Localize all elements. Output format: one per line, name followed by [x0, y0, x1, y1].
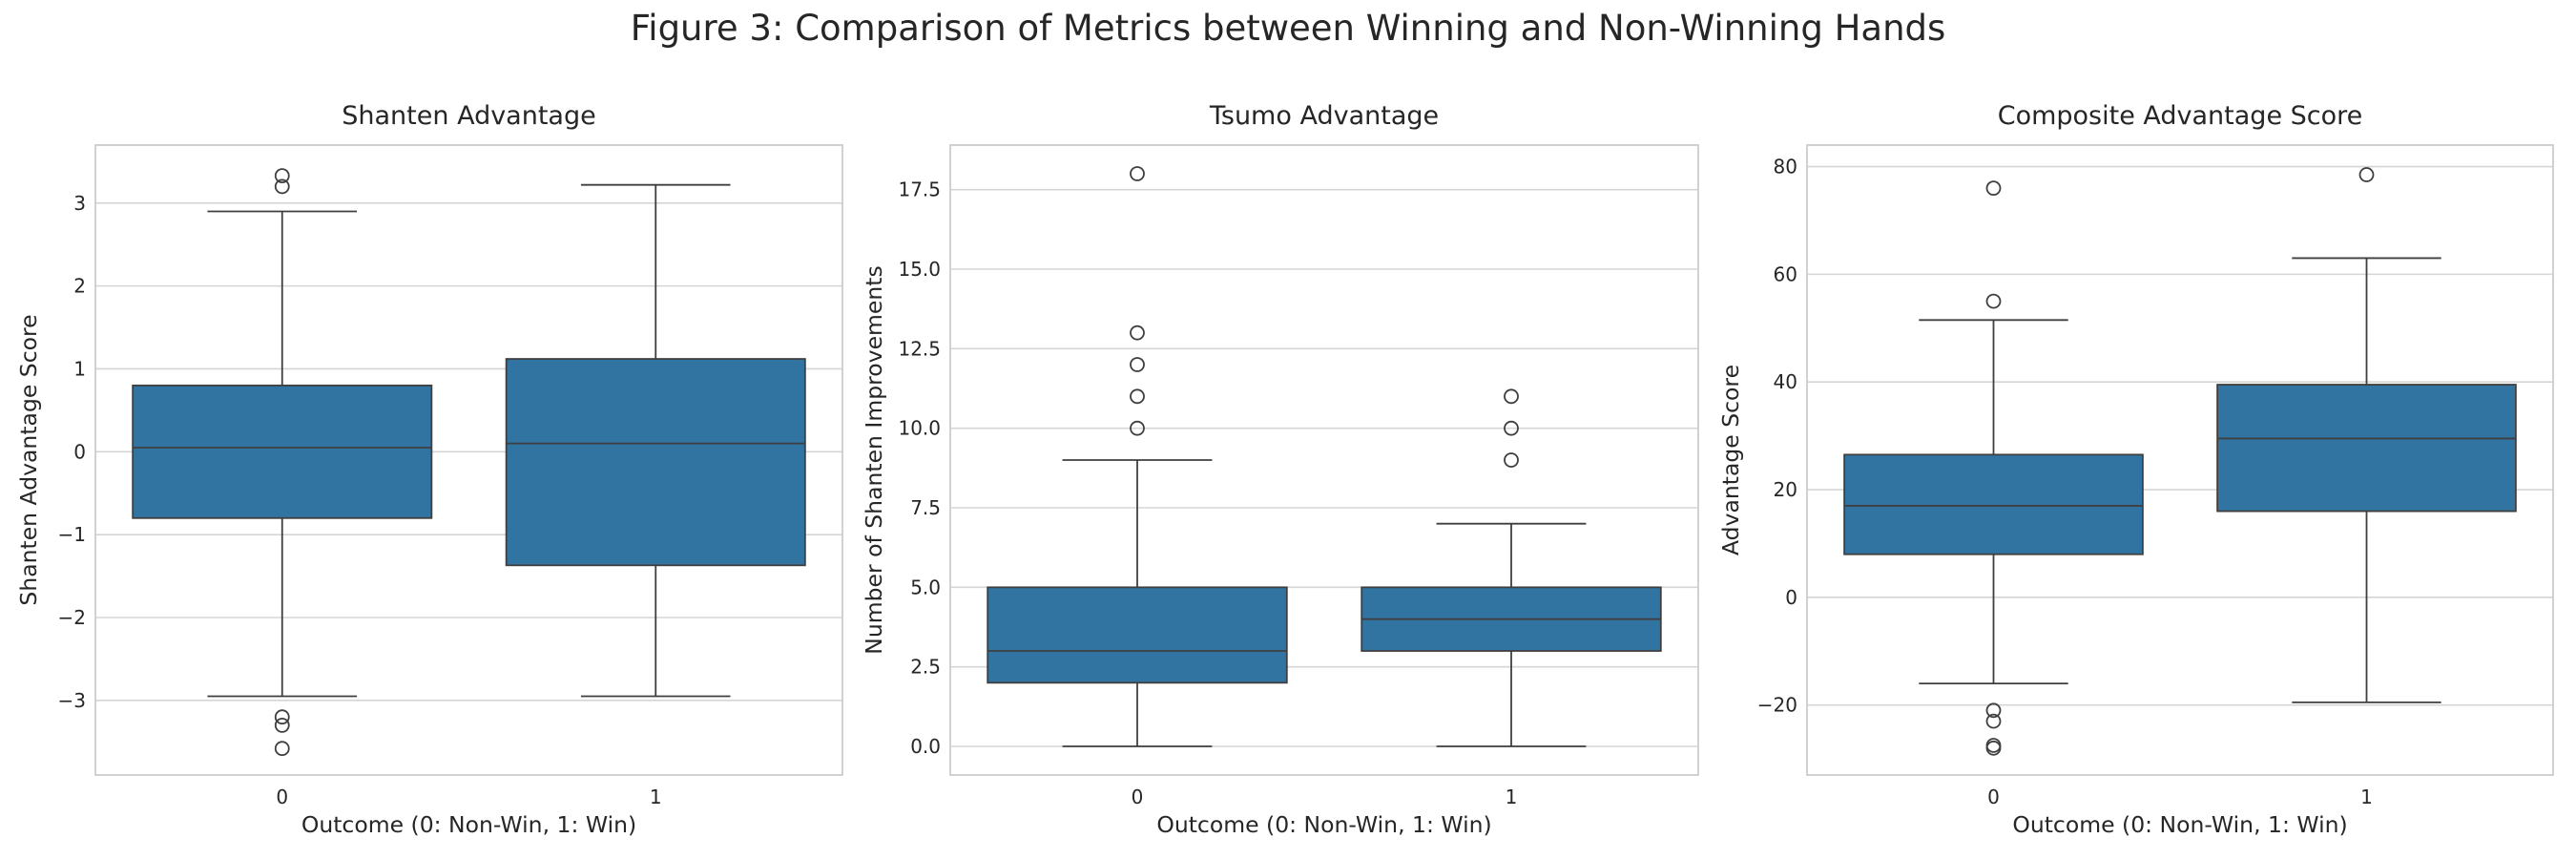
outlier-point	[274, 709, 290, 725]
outlier-point	[1985, 293, 2002, 309]
y-axis-label: Number of Shanten Improvements	[861, 265, 887, 654]
plot-frame	[1806, 144, 2554, 776]
outlier-point	[1130, 388, 1145, 405]
outlier-point	[2358, 167, 2375, 182]
y-tick-label: 2.5	[910, 656, 941, 679]
x-axis-label: Outcome (0: Non-Win, 1: Win)	[1156, 811, 1491, 838]
outlier-point	[1985, 740, 2002, 756]
y-tick-label: 1	[73, 357, 86, 380]
y-tick-label: 12.5	[898, 337, 941, 360]
y-tick-label: 0	[73, 440, 86, 463]
outlier-point	[1985, 713, 2002, 729]
box-0	[987, 166, 1288, 747]
y-tick-label: −20	[1757, 694, 1797, 717]
chart-panel-1: −3 −2 −1 0 1 2 3 0 1 Shanten Advantage Outcome (0:…	[15, 101, 843, 838]
x-tick-label: 0	[1987, 786, 2000, 808]
outlier-point	[274, 168, 290, 184]
outlier-point	[274, 741, 290, 757]
outlier-point	[274, 717, 290, 733]
y-tick-label: −3	[58, 689, 86, 712]
box-1	[505, 183, 806, 698]
y-tick-label: 0.0	[910, 735, 941, 758]
y-tick-label: 80	[1774, 156, 1797, 178]
outlier-point	[1985, 702, 2002, 719]
outlier-point	[1504, 388, 1519, 405]
y-tick-label: 40	[1774, 370, 1797, 393]
box-iqr	[505, 358, 806, 567]
y-tick-label: 0	[1785, 586, 1797, 609]
chart-panel-3: −20 0 20 40 60 80 0 1 Composite Advantage Score O…	[1717, 101, 2554, 838]
outlier-point	[274, 178, 290, 195]
box-iqr	[987, 586, 1288, 684]
y-tick-label: 60	[1774, 262, 1797, 285]
figure-title: Figure 3: Comparison of Metrics between …	[630, 8, 1946, 49]
y-tick-label: 17.5	[898, 178, 941, 201]
y-tick-label: 5.0	[910, 576, 941, 598]
x-tick-label: 0	[1132, 786, 1144, 808]
outlier-point	[1130, 166, 1145, 181]
outlier-point	[1130, 325, 1145, 341]
y-tick-label: 20	[1774, 478, 1797, 501]
y-axis-label: Shanten Advantage Score	[15, 314, 42, 605]
box-0	[1843, 180, 2144, 756]
y-tick-label: 10.0	[898, 417, 941, 440]
chart-title: Shanten Advantage	[342, 101, 595, 131]
x-tick-label: 1	[2360, 786, 2373, 808]
y-tick-label: 7.5	[910, 496, 941, 519]
box-1	[1361, 388, 1662, 747]
y-tick-label: 15.0	[898, 258, 941, 281]
box-iqr	[132, 384, 433, 519]
outlier-point	[1504, 452, 1519, 468]
y-tick-label: 2	[73, 275, 86, 298]
x-tick-label: 1	[1506, 786, 1518, 808]
outlier-point	[1985, 180, 2002, 197]
box-iqr	[2216, 384, 2517, 513]
box-0	[132, 168, 433, 757]
box-iqr	[1843, 453, 2144, 555]
y-axis-label: Advantage Score	[1717, 365, 1744, 555]
y-tick-label: −1	[58, 523, 86, 546]
y-tick-label: −2	[58, 606, 86, 629]
y-tick-label: 3	[73, 192, 86, 215]
plot-frame	[949, 144, 1699, 776]
x-axis-label: Outcome (0: Non-Win, 1: Win)	[2012, 811, 2347, 838]
outlier-point	[1130, 420, 1145, 436]
plot-frame	[94, 144, 843, 776]
chart-title: Tsumo Advantage	[1209, 101, 1439, 131]
x-axis-label: Outcome (0: Non-Win, 1: Win)	[301, 811, 636, 838]
outlier-point	[1130, 357, 1145, 372]
outlier-point	[1504, 420, 1519, 436]
chart-panel-2: 0.0 2.5 5.0 7.5 10.0 12.5 15.0 17.5 0 1 Tsumo Adva…	[861, 101, 1699, 838]
x-tick-label: 0	[276, 786, 288, 808]
box-1	[2216, 167, 2517, 703]
x-tick-label: 1	[650, 786, 662, 808]
chart-title: Composite Advantage Score	[1998, 101, 2363, 131]
